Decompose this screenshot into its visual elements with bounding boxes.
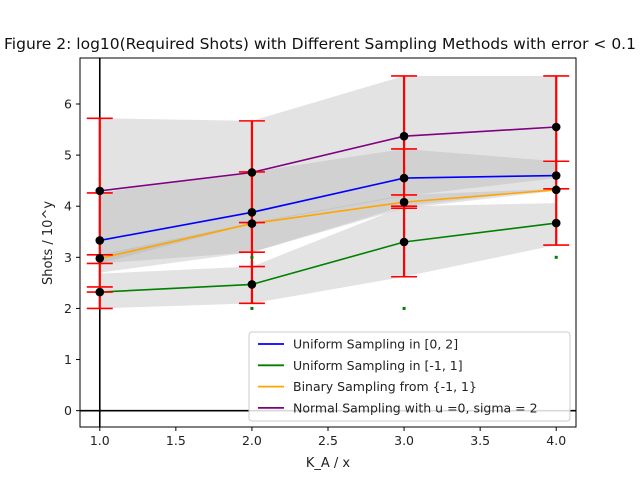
x-tick-label: 3.0 xyxy=(394,433,414,448)
confidence-band-3 xyxy=(99,188,557,273)
confidence-band-4 xyxy=(99,75,557,264)
data-point-series-1 xyxy=(399,173,409,183)
y-tick-label: 4 xyxy=(64,199,72,214)
outlier-point xyxy=(250,255,254,259)
data-point-series-2 xyxy=(95,287,105,297)
legend-entry-1: Uniform Sampling in [0, 2] xyxy=(258,337,458,352)
legend-label: Uniform Sampling in [-1, 1] xyxy=(293,358,463,373)
x-tick-label: 1.0 xyxy=(90,433,110,448)
plot-area xyxy=(79,57,577,428)
y-tick-label: 2 xyxy=(64,301,72,316)
legend-entry-3: Binary Sampling from {-1, 1} xyxy=(258,379,477,394)
y-tick-label: 5 xyxy=(64,148,72,163)
y-axis-ticks: 0 1 2 3 4 5 6 xyxy=(64,96,80,418)
data-point-series-1 xyxy=(95,236,105,245)
data-point-series-4 xyxy=(247,168,257,177)
legend-label: Uniform Sampling in [0, 2] xyxy=(293,337,458,352)
x-tick-label: 3.5 xyxy=(470,433,490,448)
legend-entry-2: Uniform Sampling in [-1, 1] xyxy=(258,358,463,373)
series-line-1 xyxy=(99,174,557,242)
data-point-series-1 xyxy=(247,208,257,217)
data-point-series-4 xyxy=(95,186,105,196)
errorbar-group-2 xyxy=(238,120,265,305)
legend: Uniform Sampling in [0, 2] Uniform Sampli… xyxy=(248,331,571,422)
data-point-series-3 xyxy=(551,185,561,195)
x-tick-label: 2.5 xyxy=(318,433,338,448)
plot-content xyxy=(80,58,576,427)
data-point-series-2 xyxy=(247,280,257,289)
confidence-band-2 xyxy=(99,203,557,309)
data-point-series-3 xyxy=(399,197,409,207)
legend-label: Binary Sampling from {-1, 1} xyxy=(293,379,477,394)
data-point-series-4 xyxy=(399,131,409,141)
legend-label: Normal Sampling with u =0, sigma = 2 xyxy=(293,400,538,415)
x-tick-label: 4.0 xyxy=(546,433,566,448)
chart-title: Figure 2: log10(Required Shots) with Dif… xyxy=(4,35,636,53)
data-point-series-3 xyxy=(95,254,105,263)
y-tick-label: 1 xyxy=(64,352,72,367)
outlier-point xyxy=(554,255,558,259)
x-tick-label: 2.0 xyxy=(242,433,262,448)
series-line-3 xyxy=(99,189,557,260)
outlier-point xyxy=(402,306,406,310)
legend-box xyxy=(248,331,571,422)
series-line-2 xyxy=(99,222,557,293)
x-axis-label: K_A / x xyxy=(306,456,351,471)
data-point-series-2 xyxy=(551,218,561,228)
series-line-4 xyxy=(99,126,557,192)
x-tick-label: 1.5 xyxy=(166,433,186,448)
data-point-series-1 xyxy=(551,171,561,180)
outlier-point xyxy=(250,306,254,310)
y-axis-label: Shots / 10^y xyxy=(41,201,56,285)
y-tick-label: 3 xyxy=(64,250,72,265)
data-point-series-4 xyxy=(551,122,561,132)
y-tick-label: 6 xyxy=(64,96,72,111)
data-point-series-2 xyxy=(399,237,409,247)
x-axis-ticks: 1.0 1.5 2.0 2.5 3.0 3.5 4.0 xyxy=(90,427,566,448)
legend-entry-4: Normal Sampling with u =0, sigma = 2 xyxy=(258,400,538,415)
y-tick-label: 0 xyxy=(64,403,72,418)
data-point-series-3 xyxy=(247,219,257,228)
